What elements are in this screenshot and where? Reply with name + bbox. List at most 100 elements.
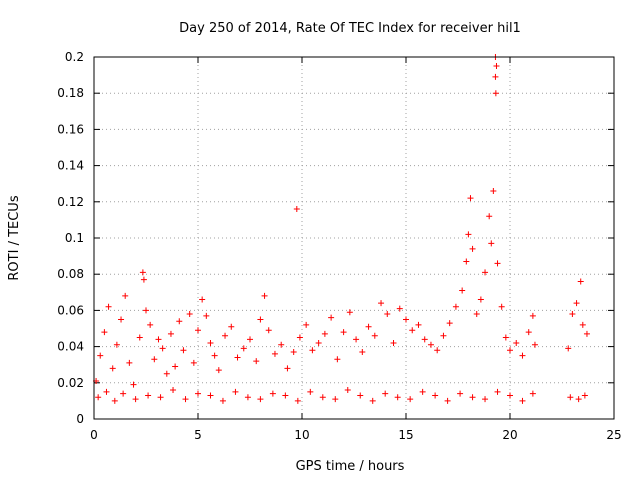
data-point bbox=[390, 339, 397, 346]
data-point bbox=[482, 396, 489, 403]
data-point bbox=[186, 311, 193, 318]
data-point bbox=[486, 213, 493, 220]
data-point bbox=[565, 345, 572, 352]
data-point bbox=[143, 307, 149, 314]
data-point bbox=[498, 303, 505, 310]
data-point bbox=[490, 187, 497, 194]
data-point bbox=[278, 341, 285, 348]
y-tick-label: 0.04 bbox=[57, 340, 84, 354]
data-point bbox=[195, 327, 201, 334]
data-point bbox=[296, 334, 303, 341]
data-point bbox=[228, 323, 235, 330]
data-point bbox=[529, 312, 536, 319]
data-point bbox=[334, 356, 341, 363]
data-point bbox=[457, 390, 464, 397]
data-point bbox=[207, 339, 214, 346]
x-tick-label: 15 bbox=[398, 428, 413, 442]
data-point bbox=[95, 394, 102, 401]
data-point bbox=[113, 341, 120, 348]
data-point bbox=[492, 90, 499, 97]
data-point bbox=[419, 388, 426, 395]
x-tick-label: 25 bbox=[606, 428, 621, 442]
data-point bbox=[294, 397, 301, 404]
data-point bbox=[253, 358, 260, 365]
y-axis-label: ROTI / TECUs bbox=[7, 195, 22, 280]
x-axis-label: GPS time / hours bbox=[296, 459, 405, 474]
data-point bbox=[234, 354, 241, 361]
data-point bbox=[577, 278, 584, 285]
data-point bbox=[111, 397, 118, 404]
data-point bbox=[403, 316, 409, 323]
chart-title: Day 250 of 2014, Rate Of TEC Index for r… bbox=[179, 21, 521, 36]
data-point bbox=[199, 296, 206, 303]
y-tick-label: 0.14 bbox=[57, 159, 84, 173]
y-tick-label: 0.2 bbox=[65, 50, 84, 64]
data-point bbox=[482, 269, 489, 276]
data-point bbox=[321, 330, 328, 337]
data-point bbox=[170, 387, 177, 394]
data-point bbox=[394, 394, 401, 401]
data-point bbox=[396, 305, 403, 312]
y-tick-label: 0 bbox=[76, 412, 84, 426]
data-point bbox=[315, 339, 322, 346]
data-point bbox=[353, 336, 360, 343]
data-point bbox=[467, 195, 474, 202]
data-point bbox=[459, 287, 466, 294]
y-tick-label: 0.16 bbox=[57, 122, 84, 136]
data-point bbox=[155, 336, 162, 343]
data-point bbox=[247, 336, 253, 343]
data-point bbox=[118, 316, 125, 323]
data-point bbox=[182, 396, 189, 403]
data-point bbox=[244, 394, 251, 401]
x-tick-label: 5 bbox=[194, 428, 202, 442]
y-tick-label: 0.18 bbox=[57, 86, 84, 100]
data-point bbox=[359, 349, 366, 356]
data-point bbox=[502, 334, 509, 341]
data-point bbox=[151, 356, 158, 363]
data-point bbox=[465, 231, 472, 238]
data-point bbox=[463, 258, 470, 265]
data-point bbox=[407, 396, 414, 403]
data-point bbox=[575, 396, 582, 403]
data-point bbox=[180, 347, 187, 354]
y-tick-label: 0.08 bbox=[57, 267, 84, 281]
data-point bbox=[409, 327, 416, 334]
grid bbox=[94, 57, 614, 419]
data-point bbox=[492, 73, 499, 80]
data-point bbox=[384, 311, 391, 318]
y-tick-label: 0.06 bbox=[57, 303, 84, 317]
data-point bbox=[519, 397, 526, 404]
data-point bbox=[265, 327, 272, 334]
data-point bbox=[303, 321, 310, 328]
data-point bbox=[176, 318, 183, 325]
data-point bbox=[290, 349, 297, 356]
data-point bbox=[120, 390, 127, 397]
data-point bbox=[357, 392, 364, 399]
data-point bbox=[519, 352, 526, 359]
data-point bbox=[222, 332, 229, 339]
data-point bbox=[579, 321, 586, 328]
data-point bbox=[126, 359, 133, 366]
data-point bbox=[469, 394, 476, 401]
data-point bbox=[157, 394, 164, 401]
data-point bbox=[581, 392, 588, 399]
data-point bbox=[525, 329, 532, 336]
data-point bbox=[219, 397, 226, 404]
data-point bbox=[122, 292, 129, 299]
data-point bbox=[583, 330, 590, 337]
data-point bbox=[421, 336, 428, 343]
data-point bbox=[473, 311, 480, 318]
data-point bbox=[369, 397, 376, 404]
data-point bbox=[109, 365, 116, 372]
data-point bbox=[136, 334, 143, 341]
data-point bbox=[427, 341, 434, 348]
data-point bbox=[232, 388, 239, 395]
data-point bbox=[346, 309, 353, 316]
data-point bbox=[203, 312, 210, 319]
data-point bbox=[307, 388, 314, 395]
data-point bbox=[493, 63, 500, 70]
data-point bbox=[140, 276, 147, 283]
x-tick-label: 20 bbox=[502, 428, 517, 442]
data-point bbox=[529, 390, 536, 397]
